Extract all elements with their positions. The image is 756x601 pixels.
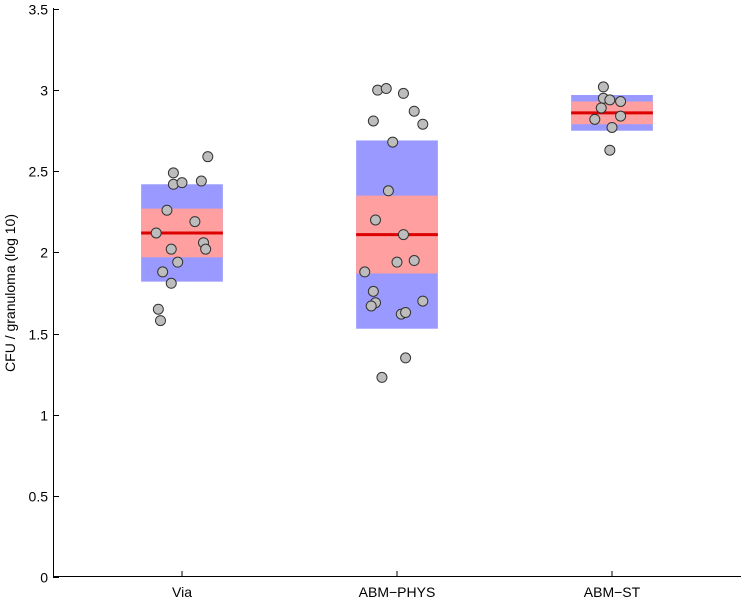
data-point [615,96,627,108]
data-point [615,110,627,122]
data-point [155,315,166,327]
data-point [195,175,207,187]
y-tick-label: 3 [40,83,48,99]
data-point [417,118,429,130]
data-point [200,243,212,255]
data-point [597,81,609,93]
data-point [400,352,412,364]
data-point [176,177,188,189]
data-point [165,243,177,255]
data-point [606,121,618,133]
data-point [367,115,379,127]
y-tick-label: 1.5 [29,327,49,343]
y-axis-label: CFU / granuloma (log 10) [2,214,18,372]
data-point [380,83,392,95]
data-point [376,371,388,383]
y-tick-label: 0 [40,570,48,586]
data-point [367,285,379,297]
data-point [161,204,173,216]
data-point [408,255,420,267]
data-point [382,185,394,197]
y-tick-label: 1 [40,408,48,424]
bands-layer [141,95,653,329]
x-ticks: Via ABM−PHYS ABM−ST [172,571,641,600]
data-point [604,94,616,106]
y-tick-label: 2.5 [29,164,49,180]
y-tick-label: 3.5 [29,2,49,18]
data-point [417,295,429,307]
data-point [165,277,177,289]
x-tick-label: Via [172,584,192,600]
points-layer [150,81,627,383]
y-ticks: 0 0.5 1 1.5 2 2.5 3 3.5 [29,2,59,586]
y-tick-label: 2 [40,245,48,261]
data-point [604,144,616,156]
data-point [397,229,409,241]
data-point [172,256,184,268]
data-point [365,300,377,312]
data-point [167,167,179,179]
data-point [589,113,601,125]
data-point [408,105,420,117]
x-tick-label: ABM−PHYS [359,584,436,600]
data-point [150,227,162,239]
data-point [391,256,403,268]
x-tick-label: ABM−ST [584,584,641,600]
data-point [397,87,409,99]
data-point [157,266,169,278]
data-point [189,216,201,228]
data-point [370,214,381,226]
data-point [400,306,412,318]
y-tick-label: 0.5 [29,489,49,505]
data-point [202,151,214,163]
data-point [359,266,371,278]
data-point [387,136,399,148]
data-point [595,102,607,114]
data-point [152,303,164,315]
